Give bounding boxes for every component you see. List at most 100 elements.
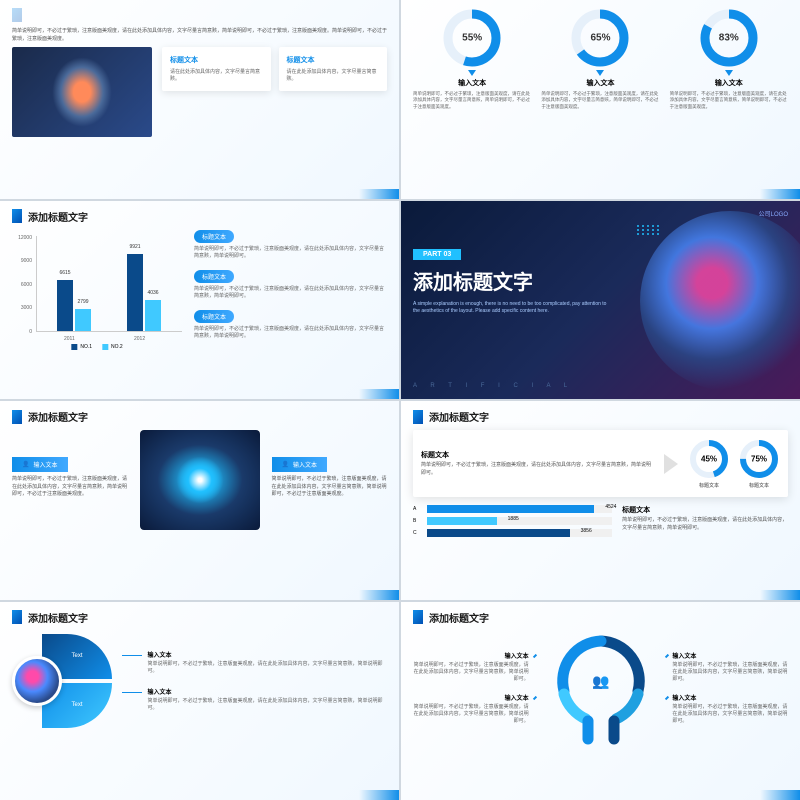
- robot-bg-image: [640, 211, 800, 391]
- slide-title: 添加标题文字: [28, 610, 88, 625]
- donut-item: 65% 输入文本 简单说明即可，不必过于繁琐，注意版面美观度，请在此处添加具体内…: [541, 8, 659, 110]
- mini-donut-label: 45%: [701, 455, 717, 464]
- mini-donut-sub: 标题文本: [738, 482, 780, 489]
- text-item-2: 输入文本 简单说明即可，不必过于繁琐，注意版面美观度，请在此处添加具体内容，文字…: [122, 687, 387, 712]
- item-title: 输入文本: [672, 651, 788, 660]
- top-card: 标题文本 简单说明即可，不必过于繁琐，注意版面美观度，请在此处添加具体内容，文字…: [413, 430, 788, 497]
- hbar-row: A 4524: [413, 505, 612, 513]
- bar-group: 9921 4036: [127, 254, 167, 330]
- item-desc: 简单说明即可，不必过于繁琐，注意版面美观度，请在此处添加具体内容，文字尽量言简意…: [148, 698, 387, 712]
- item-title: 输入文本: [148, 650, 387, 659]
- slide-title: 添加标题文字: [28, 209, 88, 224]
- hbar-fill: 4524: [427, 505, 594, 513]
- bar-value: 4036: [147, 290, 158, 296]
- bar: 9921: [127, 254, 143, 330]
- item-right-2: 输入文本 简单说明即可，不必过于繁琐，注意版面美观度，请在此处添加具体内容，文字…: [666, 693, 789, 725]
- pointer-down-icon: [468, 70, 476, 76]
- callout-tag: 标题文本: [194, 270, 234, 283]
- slide-8: 添加标题文字 输入文本 简单说明即可，不必过于繁琐，注意版面美观度，请在此处添加…: [401, 602, 800, 800]
- ytick-label: 3000: [12, 305, 32, 311]
- slide-1: 简单说明即可，不必过于繁琐，注意版面美观度，请在此处添加具体内容，文字尽量言简意…: [0, 0, 399, 199]
- item-desc: 简单说明即可，不必过于繁琐，注意版面美观度，请在此处添加具体内容，文字尽量言简意…: [413, 704, 529, 725]
- donut-sub-title: 输入文本: [586, 78, 614, 88]
- callout-tag: 标题文本: [194, 230, 234, 243]
- item-right-1: 输入文本 简单说明即可，不必过于繁琐，注意版面美观度，请在此处添加具体内容，文字…: [666, 651, 789, 683]
- avatar-image: [12, 656, 62, 706]
- hbar-label: A: [413, 506, 423, 512]
- dot-grid-decoration: [637, 225, 660, 235]
- corner-accent: [760, 189, 800, 199]
- hbar-row: C 3856: [413, 529, 612, 537]
- item-title: 输入文本: [413, 651, 529, 660]
- ytick-label: 0: [12, 329, 32, 335]
- item-left-2: 输入文本 简单说明即可，不必过于繁琐，注意版面美观度，请在此处添加具体内容，文字…: [413, 693, 536, 725]
- slide-6: 添加标题文字 标题文本 简单说明即可，不必过于繁琐，注意版面美观度，请在此处添加…: [401, 401, 800, 600]
- bar: 6615: [57, 280, 73, 331]
- mini-donut-sub: 标题文本: [688, 482, 730, 489]
- pointer-down-icon: [725, 70, 733, 76]
- xlabel: 2012: [134, 336, 145, 342]
- hbar-value: 4524: [605, 504, 616, 510]
- donut-sub-text: 简单说明即可，不必过于繁琐，注意版面美观度，请在此处添加具体内容，文字尽量言简意…: [413, 91, 531, 110]
- donut-chart: 65%: [570, 8, 630, 68]
- bar-chart: 6615 2799 9921 4036 030006000900012000 2…: [12, 230, 182, 350]
- bar-group: 6615 2799: [57, 280, 97, 331]
- legend-label: NO.2: [111, 344, 123, 350]
- hbar-title: 标题文本: [622, 505, 788, 515]
- hbar-track: 4524: [427, 505, 612, 513]
- callout-text: 简单说明即可，不必过于繁琐，注意版面美观度，请在此处添加具体内容，文字尽量言简意…: [194, 286, 387, 300]
- slide5-image-placeholder: [140, 430, 260, 530]
- legend-swatch: [102, 344, 108, 350]
- callout-tag: 标题文本: [194, 310, 234, 323]
- hbar-track: 1885: [427, 517, 612, 525]
- item-left-1: 输入文本 简单说明即可，不必过于繁琐，注意版面美观度，请在此处添加具体内容，文字…: [413, 651, 536, 683]
- dash-line: [122, 692, 142, 693]
- slide-title: 添加标题文字: [429, 409, 489, 424]
- hbar-value: 1885: [508, 516, 519, 522]
- mini-donut: 75%: [738, 438, 780, 480]
- part-badge: PART 03: [413, 249, 461, 260]
- donut-sub-text: 简单说明即可，不必过于繁琐，注意版面美观度，请在此处添加具体内容，文字尽量言简意…: [541, 91, 659, 110]
- title-marker: [12, 209, 22, 223]
- horizontal-bar-chart: A 4524 B 1885 C 3856: [413, 505, 612, 541]
- legend-item: NO.2: [102, 344, 123, 350]
- bullet-icon: [532, 696, 536, 700]
- ytick-label: 12000: [12, 235, 32, 241]
- bar-value: 6615: [59, 270, 70, 276]
- title-marker: [12, 610, 22, 624]
- col-desc: 简单说明即可，不必过于繁琐，注意版面美观度，请在此处添加具体内容，文字尽量言简意…: [272, 476, 388, 499]
- item-desc: 简单说明即可，不必过于繁琐，注意版面美观度，请在此处添加具体内容，文字尽量言简意…: [672, 704, 788, 725]
- card-title: 标题文本: [287, 55, 380, 65]
- bar-value: 9921: [129, 244, 140, 250]
- donut-sub-text: 简单说明即可，不必过于繁琐，注意版面美观度，请在此处添加具体内容，文字尽量言简意…: [670, 91, 788, 110]
- slide1-card-1: 标题文本 请在此处添加具体内容，文字尽量言简意赅。: [162, 47, 271, 91]
- legend-item: NO.1: [71, 344, 92, 350]
- donut-pct-label: 83%: [719, 33, 739, 44]
- slide-7: 添加标题文字 Text Text 输入文本 简单说明即可，不必过于繁琐，注意版面…: [0, 602, 399, 800]
- hbar-desc: 简单说明即可，不必过于繁琐，注意版面美观度，请在此处添加具体内容，文字尽量言简意…: [622, 517, 788, 532]
- card-title: 标题文本: [421, 450, 654, 460]
- item-title: 输入文本: [413, 693, 529, 702]
- bullet-icon: [664, 696, 668, 700]
- callout-text: 简单说明即可，不必过于繁琐，注意版面美观度，请在此处添加具体内容，文字尽量言简意…: [194, 326, 387, 340]
- hbar-fill: 1885: [427, 517, 497, 525]
- bar: 4036: [145, 300, 161, 331]
- donut-sub-title: 输入文本: [458, 78, 486, 88]
- tag-input-text: 👤输入文本: [12, 457, 68, 472]
- corner-accent: [359, 189, 399, 199]
- hbar-label: C: [413, 530, 423, 536]
- col-desc: 简单说明即可，不必过于繁琐，注意版面美观度，请在此处添加具体内容，文字尽量言简意…: [12, 476, 128, 499]
- pointer-down-icon: [596, 70, 604, 76]
- title-marker: [12, 410, 22, 424]
- ytick-label: 9000: [12, 258, 32, 264]
- slide-2-donuts: 55% 输入文本 简单说明即可，不必过于繁琐，注意版面美观度，请在此处添加具体内…: [401, 0, 800, 199]
- legend-swatch: [71, 344, 77, 350]
- corner-accent: [359, 389, 399, 399]
- callout-text: 简单说明即可，不必过于繁琐，注意版面美观度，请在此处添加具体内容，文字尽量言简意…: [194, 246, 387, 260]
- bullet-icon: [532, 654, 536, 658]
- donut-chart: 55%: [442, 8, 502, 68]
- company-logo: 公司LOGO: [759, 209, 788, 218]
- slide-5: 添加标题文字 👤输入文本 简单说明即可，不必过于繁琐，注意版面美观度，请在此处添…: [0, 401, 399, 600]
- mini-donut-item: 45% 标题文本: [688, 438, 730, 489]
- hbar-track: 3856: [427, 529, 612, 537]
